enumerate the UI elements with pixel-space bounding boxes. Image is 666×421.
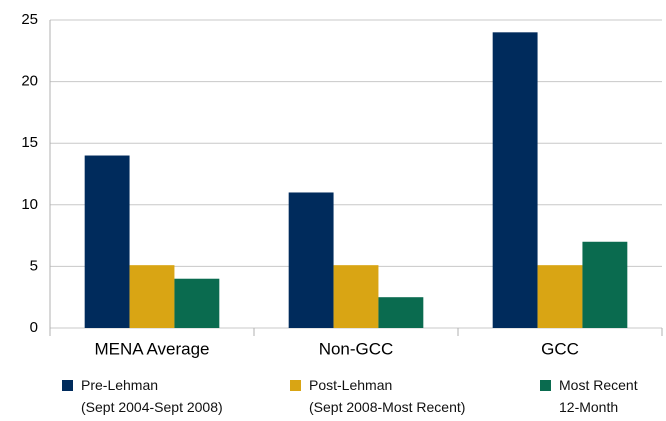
bar (582, 241, 628, 328)
x-tick-label: Non-GCC (319, 339, 394, 358)
legend-label: Most Recent 12-Month (559, 377, 638, 415)
y-tick-label: 0 (30, 319, 38, 336)
bar (378, 297, 424, 328)
x-tick-label: MENA Average (95, 339, 210, 358)
x-tick-label: GCC (541, 339, 579, 358)
legend-item: Pre-Lehman (Sept 2004-Sept 2008) (62, 374, 223, 418)
legend-label: Pre-Lehman (Sept 2004-Sept 2008) (81, 377, 223, 415)
legend-item: Post-Lehman (Sept 2008-Most Recent) (290, 374, 465, 418)
bar (129, 265, 175, 328)
bar (333, 265, 379, 328)
bar (174, 278, 220, 328)
bar (492, 32, 538, 328)
legend-item: Most Recent 12-Month (540, 374, 638, 418)
y-tick-label: 5 (30, 257, 38, 274)
y-tick-label: 15 (21, 134, 38, 151)
y-tick-label: 10 (21, 196, 38, 213)
legend-swatch (62, 380, 73, 391)
y-tick-label: 20 (21, 73, 38, 90)
legend-swatch (290, 380, 301, 391)
y-tick-label: 25 (21, 11, 38, 28)
bar (537, 265, 583, 328)
bar (288, 192, 334, 328)
legend-swatch (540, 380, 551, 391)
legend-label: Post-Lehman (Sept 2008-Most Recent) (309, 377, 466, 415)
bar (84, 155, 130, 328)
